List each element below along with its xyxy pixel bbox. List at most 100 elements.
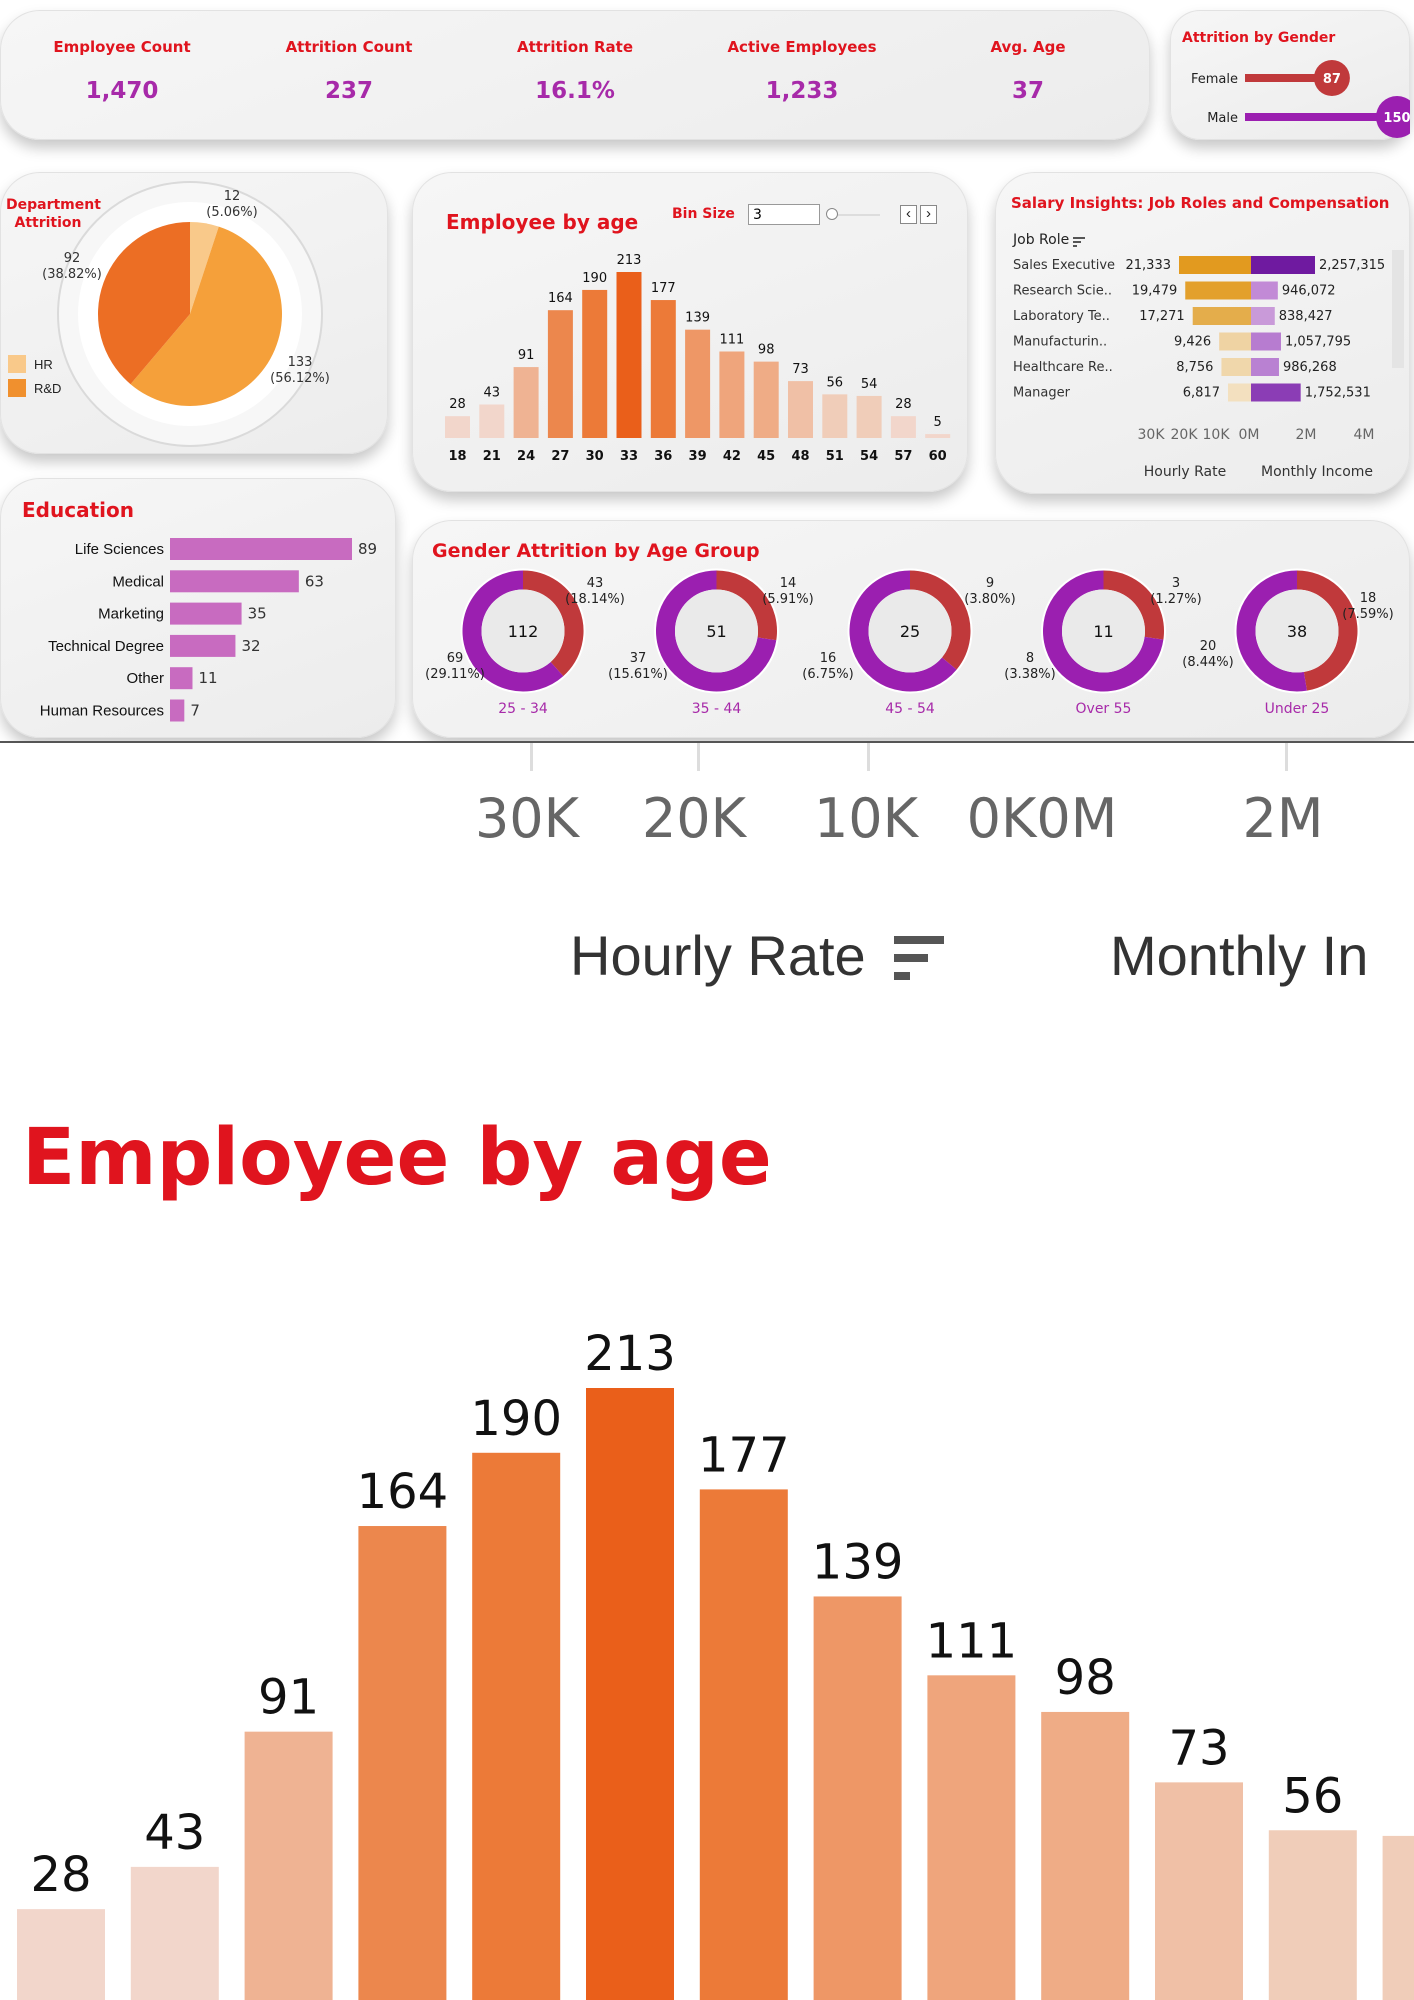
donut-male-value: 37 xyxy=(630,651,647,666)
sort-icon[interactable] xyxy=(1073,235,1086,247)
age-bar-value: 139 xyxy=(685,311,710,326)
salary-hourly-value: 19,479 xyxy=(1132,284,1178,299)
pie-value-label: 12 xyxy=(224,189,241,204)
education-bar xyxy=(170,634,236,657)
pie-slice xyxy=(98,222,190,385)
gender-label: Female xyxy=(1191,72,1238,87)
gender-bar-chart: Female 87 Male 150 xyxy=(1191,60,1410,138)
donut-male-value: 69 xyxy=(447,651,464,666)
salary-role-label: Healthcare Re.. xyxy=(1013,360,1113,375)
age-bar xyxy=(685,329,711,438)
donut-female-value: 14 xyxy=(780,576,797,591)
donut-female-value: 3 xyxy=(1172,576,1180,591)
zoom-gridline xyxy=(530,743,533,771)
donut-female-arc xyxy=(716,570,777,641)
zoom-age-bar-value: 28 xyxy=(30,1847,91,1903)
education-bar xyxy=(170,667,193,690)
salary-hourly-tick: 10K xyxy=(1203,427,1231,443)
zoom-axis-tick: 20K xyxy=(642,787,748,850)
donut-male-arc xyxy=(656,570,777,692)
age-bar xyxy=(547,310,573,438)
pie-pct-label: (56.12%) xyxy=(270,371,330,386)
kpi-card: Employee Count 1,470 Attrition Count 237… xyxy=(0,10,1150,140)
salary-hourly-bar xyxy=(1179,256,1251,274)
sort-icon[interactable] xyxy=(893,932,944,980)
education-value: 35 xyxy=(248,605,267,623)
kpi-label: Avg. Age xyxy=(990,38,1066,56)
zoom-age-bar-value: 164 xyxy=(357,1464,449,1520)
salary-monthly-value: 946,072 xyxy=(1282,284,1336,299)
salary-hourly-tick: 30K xyxy=(1138,427,1166,443)
salary-hourly-bar xyxy=(1185,281,1251,300)
education-label: Medical xyxy=(112,573,164,590)
age-bar-value: 56 xyxy=(827,375,844,390)
slider-handle[interactable] xyxy=(826,208,838,220)
zoom-age-bar xyxy=(1155,1782,1243,2000)
salary-role-label: Laboratory Te.. xyxy=(1013,309,1110,324)
kpi-value: 237 xyxy=(324,78,373,104)
gender-value: 87 xyxy=(1323,72,1341,87)
age-tick-label: 60 xyxy=(929,449,947,464)
zoom-age-bar xyxy=(472,1452,561,2000)
donut-center xyxy=(481,589,565,673)
salary-role-label: Manufacturin.. xyxy=(1013,335,1107,350)
education-card: Education Life Sciences 89 Medical 63 Market… xyxy=(0,478,396,738)
department-title-line1: Department xyxy=(6,197,101,213)
kpi-attrition-count: Attrition Count 237 xyxy=(239,38,459,104)
donut-group-label: 45 - 54 xyxy=(885,701,935,717)
legend-item[interactable]: HR xyxy=(8,352,61,376)
salary-hourly-value: 17,271 xyxy=(1139,309,1185,324)
donut-center xyxy=(1255,589,1339,673)
salary-hourly-bar xyxy=(1227,383,1251,402)
pie-slice xyxy=(190,222,219,314)
kpi-label: Attrition Count xyxy=(285,38,413,56)
age-tick-label: 39 xyxy=(689,449,707,464)
bin-next-button[interactable]: › xyxy=(920,205,937,224)
gender-bubble xyxy=(1313,60,1350,96)
zoom-axis-tick: 0K0M xyxy=(967,787,1118,850)
education-value: 11 xyxy=(198,669,217,687)
zoom-age-title: Employee by age xyxy=(22,1113,772,1203)
salary-hourly-value: 8,756 xyxy=(1176,360,1213,375)
donut-female-value: 18 xyxy=(1360,591,1377,606)
zoom-age-bar xyxy=(130,1866,219,2000)
gender-title: Attrition by Gender xyxy=(1182,30,1336,46)
legend-item[interactable]: R&D xyxy=(8,376,61,400)
donut-total: 51 xyxy=(706,622,726,641)
salary-role-label: Manager xyxy=(1013,386,1071,401)
bin-size-slider[interactable] xyxy=(826,208,880,220)
donut-male-arc xyxy=(1236,570,1307,692)
age-bar xyxy=(788,381,813,438)
donut-male-pct: (3.38%) xyxy=(1004,667,1055,682)
bin-size-input[interactable] xyxy=(748,204,820,225)
job-role-label: Job Role xyxy=(1013,232,1070,248)
age-tick-label: 33 xyxy=(620,449,638,464)
donut-male-arc xyxy=(849,570,957,692)
education-label: Marketing xyxy=(98,606,164,623)
donut-female-arc xyxy=(1296,570,1358,691)
salary-monthly-bar xyxy=(1251,281,1278,300)
education-label: Technical Degree xyxy=(48,638,164,655)
education-bar xyxy=(170,602,242,625)
donut-center xyxy=(1062,589,1145,673)
education-bar xyxy=(170,570,299,593)
age-tick-label: 54 xyxy=(860,449,878,464)
age-bar xyxy=(582,289,608,438)
zoomed-detail: 30K 20K 10K 0K0M 2M 28 43 91 164 190 213 177 139 111 9… xyxy=(0,743,1414,2000)
bin-prev-button[interactable]: ‹ xyxy=(900,205,917,224)
salary-hourly-bar xyxy=(1219,332,1251,351)
salary-monthly-bar xyxy=(1251,358,1279,376)
zoom-monthly-label: Monthly In xyxy=(1110,924,1369,987)
age-bar-value: 111 xyxy=(719,332,744,347)
salary-scrollbar[interactable] xyxy=(1392,250,1404,368)
zoomed-charts: 30K 20K 10K 0K0M 2M 28 43 91 164 190 213 177 139 111 9… xyxy=(17,743,1414,2000)
age-bar xyxy=(479,404,505,438)
education-value: 7 xyxy=(190,702,200,720)
salary-monthly-value: 838,427 xyxy=(1279,309,1333,324)
gender-bubble xyxy=(1376,96,1410,138)
education-bar xyxy=(170,699,185,722)
department-title-line2: Attrition xyxy=(14,215,82,231)
zoom-axis-tick: 10K xyxy=(814,787,920,850)
kpi-label: Active Employees xyxy=(727,38,877,56)
donut-group-label: 35 - 44 xyxy=(692,701,742,717)
